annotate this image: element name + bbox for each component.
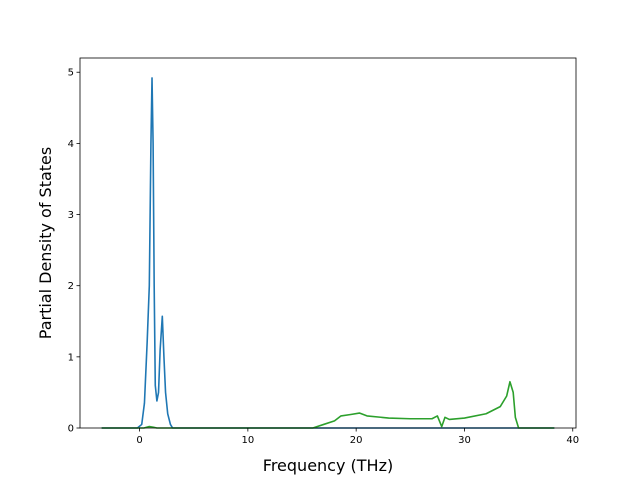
- x-tick-label: 30: [458, 435, 471, 446]
- plot-frame: [79, 57, 577, 429]
- tick-layer: 0 10 20 30 40 0 1 2 3 4 5: [68, 68, 579, 446]
- y-tick-label: 4: [68, 139, 74, 150]
- x-tick-label: 0: [136, 435, 142, 446]
- x-tick-label: 10: [241, 435, 254, 446]
- y-axis-label: Partial Density of States: [36, 147, 55, 339]
- series-line-1: [101, 77, 555, 429]
- y-tick-label: 5: [68, 68, 74, 79]
- x-axis-label: Frequency (THz): [263, 456, 393, 475]
- x-tick-label: 20: [350, 435, 363, 446]
- y-tick-label: 0: [68, 424, 74, 435]
- y-tick-label: 2: [68, 281, 74, 292]
- y-tick-label: 3: [68, 210, 74, 221]
- x-tick-label: 40: [566, 435, 579, 446]
- y-tick-label: 1: [68, 352, 74, 363]
